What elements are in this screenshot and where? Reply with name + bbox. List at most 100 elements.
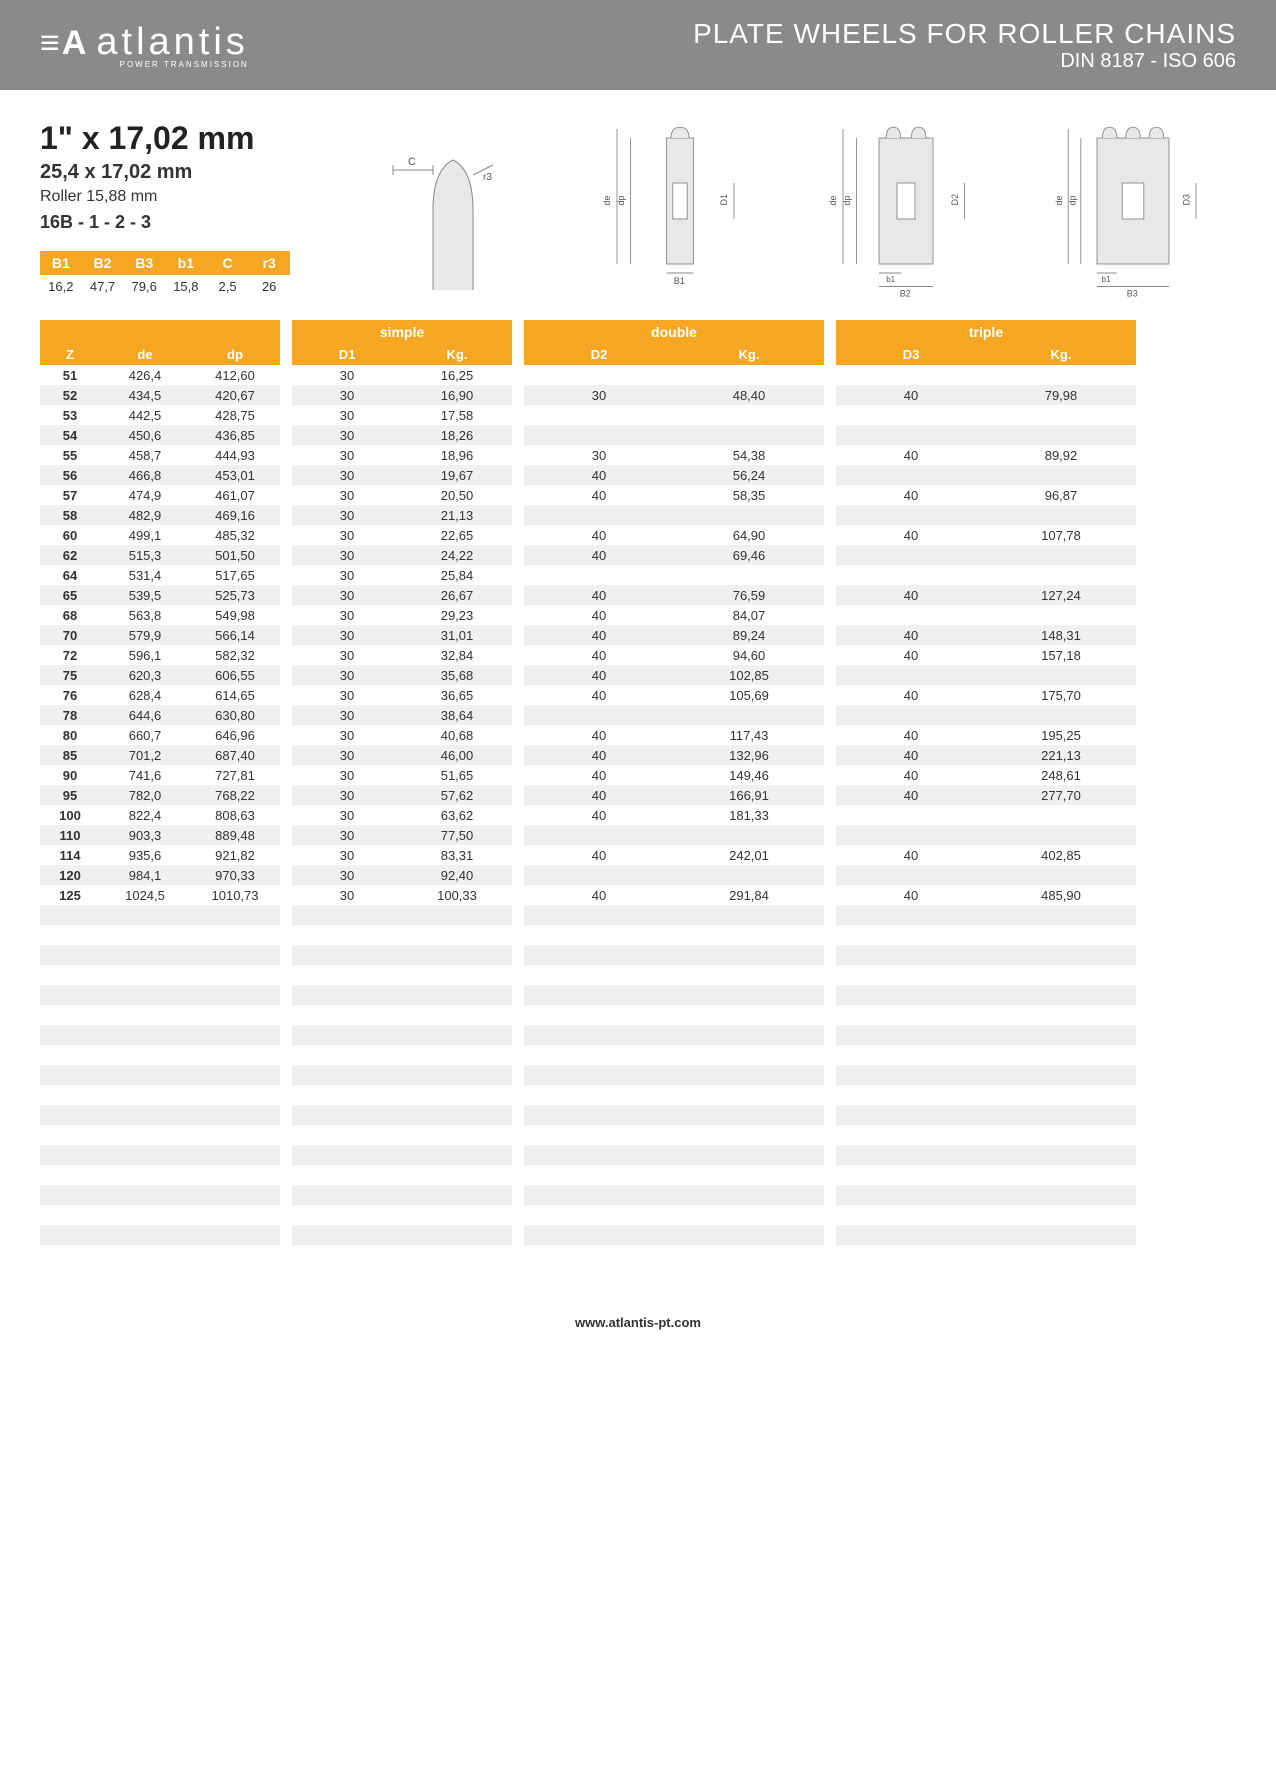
cell-z: 65 bbox=[40, 588, 100, 603]
table-row-empty bbox=[40, 1225, 1236, 1245]
val-c: 2,5 bbox=[207, 275, 249, 298]
cell-de: 596,1 bbox=[100, 648, 190, 663]
cell-d2: 40 bbox=[524, 648, 674, 663]
cell-d1: 30 bbox=[292, 568, 402, 583]
label-de: de bbox=[602, 195, 612, 205]
table-row: 57 474,9 461,07 30 20,50 40 58,35 40 96,… bbox=[40, 485, 1236, 505]
cell-kg1: 36,65 bbox=[402, 688, 512, 703]
logo: ≡A atlantis POWER TRANSMISSION bbox=[40, 21, 249, 69]
label-de3: de bbox=[1054, 195, 1064, 205]
cell-kg3: 127,24 bbox=[986, 588, 1136, 603]
cell-kg1: 40,68 bbox=[402, 728, 512, 743]
cell-kg1: 22,65 bbox=[402, 528, 512, 543]
dimensions-small-table: B1 B2 B3 b1 C r3 16,2 47,7 79,6 15,8 2,5… bbox=[40, 251, 290, 298]
cell-de: 822,4 bbox=[100, 808, 190, 823]
cell-dp: 420,67 bbox=[190, 388, 280, 403]
cell-dp: 428,75 bbox=[190, 408, 280, 423]
cell-dp: 1010,73 bbox=[190, 888, 280, 903]
cell-de: 539,5 bbox=[100, 588, 190, 603]
cell-kg2: 58,35 bbox=[674, 488, 824, 503]
table-row: 70 579,9 566,14 30 31,01 40 89,24 40 148… bbox=[40, 625, 1236, 645]
thead-simple: simple bbox=[292, 320, 512, 344]
cell-kg3: 148,31 bbox=[986, 628, 1136, 643]
cell-kg1: 21,13 bbox=[402, 508, 512, 523]
table-row: 85 701,2 687,40 30 46,00 40 132,96 40 22… bbox=[40, 745, 1236, 765]
cell-kg3: 485,90 bbox=[986, 888, 1136, 903]
cell-kg3: 157,18 bbox=[986, 648, 1136, 663]
cell-kg1: 100,33 bbox=[402, 888, 512, 903]
val-b1: 16,2 bbox=[40, 275, 82, 298]
table-row: 100 822,4 808,63 30 63,62 40 181,33 bbox=[40, 805, 1236, 825]
label-r3: r3 bbox=[483, 172, 492, 183]
cell-z: 85 bbox=[40, 748, 100, 763]
cell-d2: 40 bbox=[524, 688, 674, 703]
cell-z: 62 bbox=[40, 548, 100, 563]
cell-kg1: 18,26 bbox=[402, 428, 512, 443]
cell-z: 80 bbox=[40, 728, 100, 743]
cell-d1: 30 bbox=[292, 708, 402, 723]
table-row: 72 596,1 582,32 30 32,84 40 94,60 40 157… bbox=[40, 645, 1236, 665]
main-table: simple double triple Z de dp D1 Kg. D2 K… bbox=[40, 320, 1236, 1265]
cell-kg1: 83,31 bbox=[402, 848, 512, 863]
cell-dp: 517,65 bbox=[190, 568, 280, 583]
label-d1: D1 bbox=[719, 194, 729, 206]
cell-kg2: 166,91 bbox=[674, 788, 824, 803]
cell-z: 120 bbox=[40, 868, 100, 883]
table-row-empty bbox=[40, 1025, 1236, 1045]
cell-de: 499,1 bbox=[100, 528, 190, 543]
table-row-empty bbox=[40, 1105, 1236, 1125]
col-b2: B2 bbox=[82, 251, 124, 275]
cell-d3: 40 bbox=[836, 768, 986, 783]
cell-dp: 485,32 bbox=[190, 528, 280, 543]
table-row: 52 434,5 420,67 30 16,90 30 48,40 40 79,… bbox=[40, 385, 1236, 405]
small-table-head: B1 B2 B3 b1 C r3 bbox=[40, 251, 290, 275]
table-row-empty bbox=[40, 1065, 1236, 1085]
cell-d3: 40 bbox=[836, 748, 986, 763]
table-row: 56 466,8 453,01 30 19,67 40 56,24 bbox=[40, 465, 1236, 485]
col-r3: r3 bbox=[248, 251, 290, 275]
cell-z: 114 bbox=[40, 848, 100, 863]
cell-kg1: 29,23 bbox=[402, 608, 512, 623]
cell-dp: 889,48 bbox=[190, 828, 280, 843]
cell-d3: 40 bbox=[836, 888, 986, 903]
spec-block: 1" x 17,02 mm 25,4 x 17,02 mm Roller 15,… bbox=[40, 120, 320, 300]
col-d2: D2 bbox=[524, 344, 674, 365]
table-row-empty bbox=[40, 1145, 1236, 1165]
table-row-empty bbox=[40, 945, 1236, 965]
label-b1-d: b1 bbox=[886, 275, 895, 284]
table-row: 51 426,4 412,60 30 16,25 bbox=[40, 365, 1236, 385]
val-b2: 47,7 bbox=[82, 275, 124, 298]
cell-de: 984,1 bbox=[100, 868, 190, 883]
cell-z: 100 bbox=[40, 808, 100, 823]
table-row: 95 782,0 768,22 30 57,62 40 166,91 40 27… bbox=[40, 785, 1236, 805]
table-row: 64 531,4 517,65 30 25,84 bbox=[40, 565, 1236, 585]
cell-kg2: 84,07 bbox=[674, 608, 824, 623]
spec-sub3: 16B - 1 - 2 - 3 bbox=[40, 212, 320, 233]
page-header: ≡A atlantis POWER TRANSMISSION PLATE WHE… bbox=[0, 0, 1276, 90]
cell-de: 531,4 bbox=[100, 568, 190, 583]
label-b1-t: b1 bbox=[1101, 275, 1110, 284]
cell-d3: 40 bbox=[836, 788, 986, 803]
diagram-double: de dp D2 b1 B2 bbox=[816, 120, 996, 300]
logo-text: atlantis bbox=[96, 21, 248, 63]
cell-de: 458,7 bbox=[100, 448, 190, 463]
top-section: 1" x 17,02 mm 25,4 x 17,02 mm Roller 15,… bbox=[40, 120, 1236, 300]
cell-d1: 30 bbox=[292, 808, 402, 823]
table-row: 65 539,5 525,73 30 26,67 40 76,59 40 127… bbox=[40, 585, 1236, 605]
diagram-simple: de dp D1 B1 bbox=[590, 120, 770, 300]
cell-d2: 40 bbox=[524, 608, 674, 623]
cell-d3: 40 bbox=[836, 388, 986, 403]
col-b1s: b1 bbox=[165, 251, 207, 275]
cell-d3: 40 bbox=[836, 588, 986, 603]
table-row-empty bbox=[40, 1125, 1236, 1145]
cell-d2: 40 bbox=[524, 768, 674, 783]
cell-d1: 30 bbox=[292, 688, 402, 703]
col-de: de bbox=[100, 344, 190, 365]
cell-d1: 30 bbox=[292, 408, 402, 423]
cell-d1: 30 bbox=[292, 768, 402, 783]
label-dp3: dp bbox=[1067, 195, 1077, 205]
cell-d1: 30 bbox=[292, 648, 402, 663]
val-b1s: 15,8 bbox=[165, 275, 207, 298]
table-row: 62 515,3 501,50 30 24,22 40 69,46 bbox=[40, 545, 1236, 565]
cell-d1: 30 bbox=[292, 368, 402, 383]
